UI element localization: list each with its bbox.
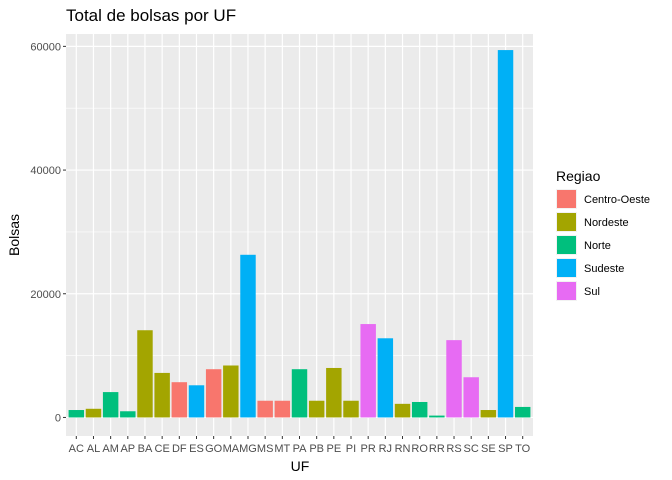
axes: 0 20000 40000 60000 AC AL AM AP BA CE DF ES GO MA MG MS… <box>30 41 530 455</box>
bar-ro <box>411 401 428 418</box>
x-tick-label: MS <box>257 443 274 455</box>
x-tick-label: SC <box>464 443 479 455</box>
bar-ce <box>154 372 170 418</box>
x-tick-label: MT <box>274 443 290 455</box>
y-tick-label: 40000 <box>30 165 61 177</box>
bar-rs <box>446 340 462 418</box>
bar-es <box>188 385 205 418</box>
bar-rr <box>429 415 445 418</box>
legend-label: Sul <box>584 286 600 298</box>
x-tick-label: AM <box>102 443 119 455</box>
legend: Regiao Centro-Oeste Nordeste Norte Sudeste S… <box>556 168 650 301</box>
legend-swatch <box>557 213 576 231</box>
x-tick-label: SE <box>481 443 496 455</box>
bar-go <box>205 369 222 418</box>
y-axis-title: Bolsas <box>6 214 22 256</box>
x-tick-label: CE <box>155 443 170 455</box>
x-tick-label: TO <box>515 443 531 455</box>
bar-ma <box>223 365 239 418</box>
bar-se <box>480 410 497 418</box>
bar-mt <box>274 400 291 418</box>
legend-swatch <box>557 259 576 277</box>
x-tick-label: RR <box>429 443 445 455</box>
x-tick-label: DF <box>172 443 187 455</box>
legend-swatch <box>557 282 576 300</box>
x-tick-label: MA <box>223 443 240 455</box>
bar-pr <box>360 324 376 418</box>
x-tick-label: GO <box>205 443 223 455</box>
x-tick-label: PA <box>293 443 308 455</box>
bar-al <box>85 408 102 418</box>
y-tick-label: 0 <box>55 412 61 424</box>
x-tick-label: ES <box>189 443 204 455</box>
legend-label: Nordeste <box>584 217 629 229</box>
x-tick-label: PE <box>326 443 341 455</box>
bar-pe <box>326 367 342 418</box>
x-tick-label: RO <box>411 443 428 455</box>
bar-rn <box>394 403 411 418</box>
bar-pa <box>291 369 308 418</box>
bars <box>68 50 531 418</box>
bar-pb <box>308 400 325 418</box>
x-tick-label: PR <box>361 443 376 455</box>
x-tick-label: AC <box>69 443 84 455</box>
legend-swatch <box>557 190 576 208</box>
x-tick-label: SP <box>498 443 513 455</box>
x-axis-title: UF <box>291 458 310 474</box>
bar-ba <box>137 330 153 418</box>
bar-to <box>514 406 531 418</box>
bar-ap <box>120 411 136 418</box>
legend-label: Centro-Oeste <box>584 194 650 206</box>
x-tick-label: PI <box>346 443 356 455</box>
bar-ms <box>257 400 273 418</box>
x-tick-label: AL <box>87 443 100 455</box>
x-tick-label: PB <box>309 443 324 455</box>
bar-df <box>171 382 188 418</box>
bar-mg <box>240 254 256 418</box>
legend-title: Regiao <box>556 168 601 184</box>
chart-title: Total de bolsas por UF <box>66 6 236 25</box>
bar-ac <box>68 410 85 418</box>
x-tick-label: RS <box>446 443 461 455</box>
y-tick-label: 20000 <box>30 289 61 301</box>
x-tick-label: MG <box>239 443 257 455</box>
x-tick-label: RN <box>395 443 411 455</box>
x-tick-label: RJ <box>379 443 392 455</box>
bar-rj <box>377 338 394 418</box>
y-tick-label: 60000 <box>30 41 61 53</box>
bar-am <box>102 392 119 418</box>
bar-pi <box>343 400 359 418</box>
bar-sp <box>497 50 514 418</box>
legend-label: Sudeste <box>584 263 624 275</box>
legend-swatch <box>557 236 576 254</box>
x-tick-label: AP <box>120 443 135 455</box>
bar-sc <box>463 377 479 418</box>
x-tick-label: BA <box>138 443 153 455</box>
legend-label: Norte <box>584 240 611 252</box>
